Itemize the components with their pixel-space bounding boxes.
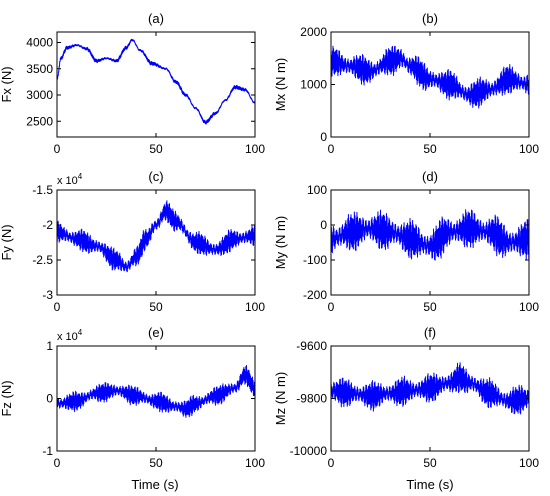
x-tick-label: 0 [54, 142, 61, 156]
y-tick-label: 0 [320, 218, 327, 232]
y-tick-label: 0 [320, 130, 327, 144]
x-tick-label: 50 [149, 300, 163, 314]
y-axis-label: Fz (N) [0, 380, 14, 416]
y-tick-label: -2.5 [32, 253, 53, 267]
x-tick-label: 50 [423, 300, 437, 314]
x-tick-label: 50 [423, 142, 437, 156]
y-tick-label: 1000 [300, 78, 327, 92]
panel-title: (d) [422, 169, 438, 184]
x-tick-label: 100 [245, 456, 265, 470]
y-tick-label: 3500 [26, 62, 53, 76]
panel-title: (e) [148, 325, 164, 340]
axis-exponent: x 104 [57, 172, 83, 187]
panel-title: (a) [148, 11, 164, 26]
panel-title: (f) [424, 325, 436, 340]
axis-exponent: x 104 [57, 328, 83, 343]
x-tick-label: 50 [423, 456, 437, 470]
x-tick-label: 100 [519, 456, 539, 470]
panel-f: (f) Mz (N m) 0 50 100 -10000 -9800 -9600 [273, 325, 539, 470]
x-tick-label: 100 [245, 300, 265, 314]
panel-c: (c) x 104 Fy (N) 0 50 100 -3 -2.5 -2 -1.5 [0, 169, 265, 314]
y-tick-label: -1.5 [32, 183, 53, 197]
y-tick-label: 2500 [26, 114, 53, 128]
y-tick-label: -1 [42, 444, 53, 458]
y-tick-label: -3 [42, 288, 53, 302]
series-line [330, 362, 530, 415]
series-line [56, 38, 256, 125]
x-tick-label: 0 [54, 300, 61, 314]
y-axis-label: Fy (N) [0, 224, 14, 260]
panel-a: (a) Fx (N) 0 50 100 2500 3000 3500 4000 [0, 11, 265, 156]
series-line [56, 364, 256, 418]
y-tick-label: 100 [307, 183, 327, 197]
y-tick-label: -200 [303, 288, 327, 302]
series-line [56, 200, 256, 273]
y-axis-label: My (N m) [273, 216, 288, 269]
y-axis-label: Mx (N m) [273, 58, 288, 111]
y-axis-label: Mz (N m) [273, 372, 288, 425]
x-tick-label: 100 [519, 300, 539, 314]
x-axis-label-left: Time (s) [131, 477, 178, 492]
x-tick-label: 50 [149, 142, 163, 156]
y-tick-label: -2 [42, 218, 53, 232]
y-axis-label: Fx (N) [0, 66, 14, 102]
series-line [330, 209, 530, 261]
y-tick-label: 4000 [26, 36, 53, 50]
x-tick-label: 0 [328, 300, 335, 314]
x-tick-label: 100 [519, 142, 539, 156]
y-tick-label: -9600 [296, 339, 327, 353]
y-tick-label: 3000 [26, 88, 53, 102]
x-tick-label: 0 [54, 456, 61, 470]
series-line [330, 45, 530, 109]
x-tick-label: 0 [328, 456, 335, 470]
y-tick-label: 1 [46, 339, 53, 353]
x-tick-label: 100 [245, 142, 265, 156]
x-tick-label: 50 [149, 456, 163, 470]
y-tick-label: -10000 [290, 444, 328, 458]
panel-title: (c) [148, 169, 163, 184]
panel-d: (d) My (N m) 0 50 100 -200 -100 0 100 [273, 169, 539, 314]
y-tick-label: -9800 [296, 392, 327, 406]
x-axis-label-right: Time (s) [406, 477, 453, 492]
y-tick-label: 0 [46, 392, 53, 406]
x-tick-label: 0 [328, 142, 335, 156]
y-tick-label: 2000 [300, 25, 327, 39]
panel-title: (b) [422, 11, 438, 26]
y-tick-label: -100 [303, 253, 327, 267]
